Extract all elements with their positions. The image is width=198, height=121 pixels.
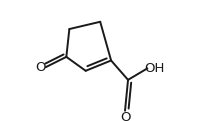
Text: OH: OH: [144, 62, 164, 75]
Text: O: O: [120, 111, 130, 121]
Text: O: O: [35, 61, 46, 74]
